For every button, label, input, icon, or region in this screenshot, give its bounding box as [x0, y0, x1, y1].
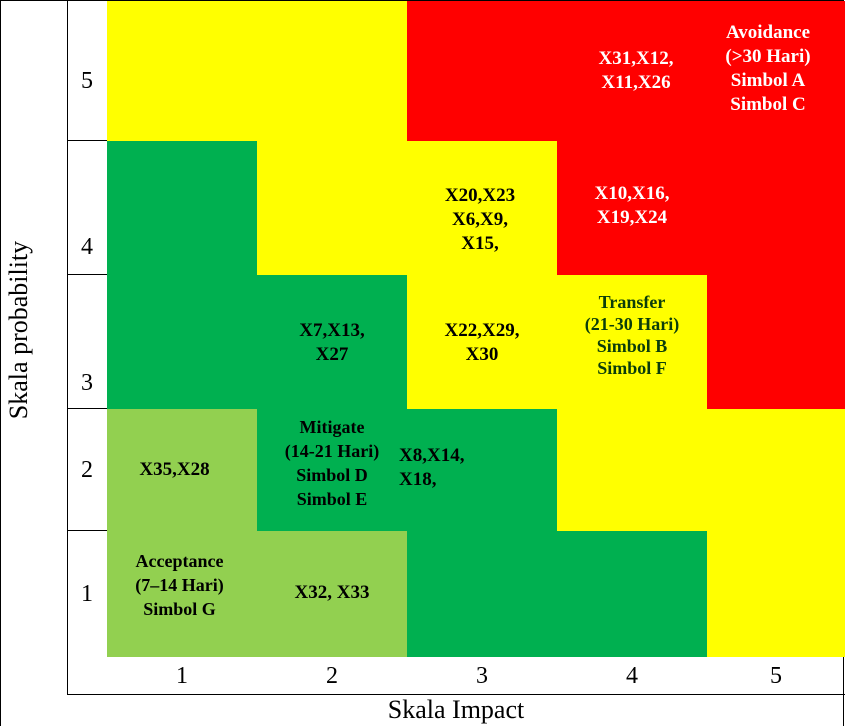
cell-r3-c1 — [107, 275, 257, 409]
cell-r4-c4 — [557, 141, 707, 275]
cell-r3-c3 — [407, 275, 557, 409]
cell-r2-c5 — [707, 409, 845, 531]
cell-r4-c2 — [257, 141, 407, 275]
row-label-2: 2 — [67, 409, 107, 531]
cell-r3-c2-label: X7,X13, X27 — [299, 320, 365, 365]
cell-r2-c4 — [557, 409, 707, 531]
col-label-2: 2 — [326, 663, 338, 689]
cell-r5-c4 — [557, 1, 707, 141]
row-label-4: 4 — [67, 141, 107, 275]
cell-r5-c1 — [107, 1, 257, 141]
col-label-4: 4 — [626, 663, 638, 689]
cell-r3-c2 — [257, 275, 407, 409]
cell-r2-c1 — [107, 409, 257, 531]
col-label-5: 5 — [770, 663, 782, 689]
avoidance-label: Avoidance (>30 Hari) Simbol A Simbol C — [725, 22, 811, 115]
cell-r4-c3-label: X20,X23 X6,X9, X15, — [444, 185, 516, 254]
cell-r5-c5 — [707, 1, 845, 141]
cell-r1-c1 — [107, 531, 257, 657]
cell-r4-c1 — [107, 141, 257, 275]
col-label-1: 1 — [176, 663, 188, 689]
acceptance-label: Acceptance (7–14 Hari) Simbol G — [135, 551, 224, 619]
cell-r4-c5 — [707, 141, 845, 275]
y-axis-label: Skala probability — [4, 240, 33, 420]
cell-r1-c4 — [557, 531, 707, 657]
cell-r2-c1-label: X35,X28 — [139, 459, 210, 480]
cell-r4-c3 — [407, 141, 557, 275]
cell-r5-c4-label: X31,X12, X11,X26 — [598, 48, 674, 93]
row-label-3: 3 — [67, 275, 107, 409]
cell-r1-c3 — [407, 531, 557, 657]
cell-r2-c2 — [257, 409, 407, 531]
cell-r3-c4 — [557, 275, 707, 409]
mitigate-label: Mitigate (14-21 Hari) Simbol D Simbol E — [284, 417, 380, 509]
cell-r5-c2 — [257, 1, 407, 141]
cell-r3-c5 — [707, 275, 845, 409]
cell-r2-c3 — [407, 409, 557, 531]
row-label-5: 5 — [67, 1, 107, 141]
cell-r1-c2 — [257, 531, 407, 657]
cell-r1-c2-label: X32, X33 — [294, 582, 370, 603]
cell-r3-c3-label: X22,X29, X30 — [444, 320, 520, 365]
cell-r4-c4-label: X10,X16, X19,X24 — [594, 183, 670, 228]
row-label-1: 1 — [81, 581, 93, 607]
col-label-3: 3 — [476, 663, 488, 689]
transfer-label: Transfer (21-30 Hari) Simbol B Simbol F — [584, 292, 680, 378]
cell-r1-c5 — [707, 531, 845, 657]
cell-r2-c3-label: X8,X14, X18, — [399, 445, 465, 490]
cell-r5-c3 — [407, 1, 557, 141]
x-axis-label: Skala Impact — [387, 695, 525, 724]
